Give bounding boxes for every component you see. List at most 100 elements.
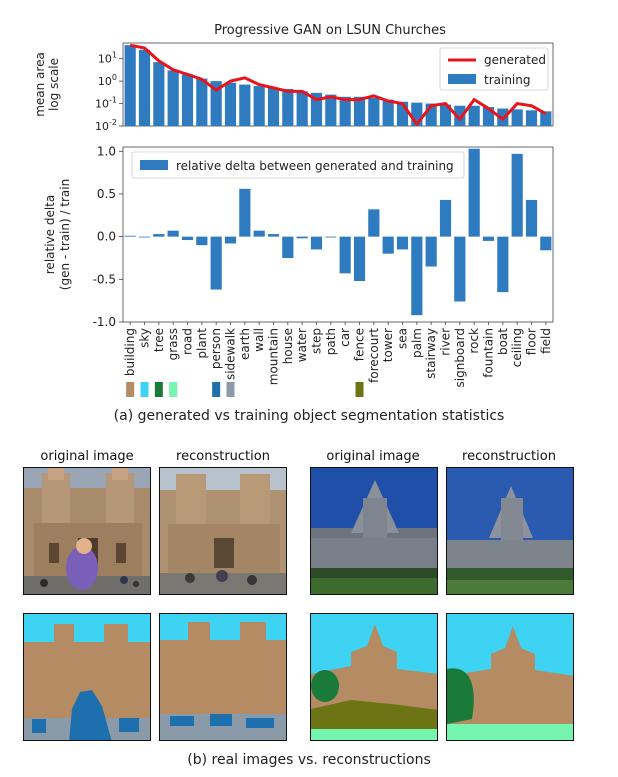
photo-church-reconstruction: [446, 467, 574, 595]
chart2-ylabel-line-1: (gen - train) / train: [58, 179, 72, 290]
chart2-xtick-label-road: road: [181, 328, 195, 355]
chart2-frame: [122, 146, 554, 323]
chart1-legend-training-swatch: [448, 74, 476, 84]
chart1-bar-path: [325, 94, 337, 126]
chart2-bar-fence: [353, 236, 366, 282]
chart2-xtick-label-stairway: stairway: [424, 328, 438, 379]
chart2-ytick-label-1: 0.5: [97, 187, 116, 201]
swatch-building: [126, 382, 135, 397]
chart1-bar-field: [540, 111, 552, 126]
chart1-ytick-exp-2: -1: [109, 96, 117, 105]
chart2-xtick-label-sidewalk: sidewalk: [224, 328, 238, 380]
chart2-bar-fountain: [482, 236, 495, 241]
chart1-ytick-base-1: 10: [98, 75, 112, 88]
chart1-ytick-label-0: 101: [98, 51, 117, 66]
chart1-bar-wall: [253, 86, 265, 126]
chart2-bar-field: [540, 236, 552, 251]
swatch-grass: [169, 382, 178, 397]
chart2-bar-mountain: [267, 234, 280, 237]
chart1-bar-tower: [382, 99, 394, 126]
chart1-bar-road: [181, 74, 194, 126]
swatch-fence: [355, 382, 364, 397]
segmentation-cathedral-original: [23, 613, 151, 741]
chart1-bar-building: [124, 45, 136, 126]
chart2-bar-forecourt: [368, 209, 380, 237]
chart1-ytick-label-3: 10-2: [95, 118, 117, 133]
chart2-bar-ceiling: [511, 153, 523, 237]
chart2-legend-box: [131, 151, 465, 179]
chart2-bar-wall: [253, 230, 265, 237]
chart1-bar-rock: [468, 105, 480, 126]
chart2-bar-tower: [382, 236, 394, 254]
chart2-xtick-label-rock: rock: [467, 328, 481, 354]
label-original-2: original image: [326, 449, 420, 464]
chart2-xtick-label-ceiling: ceiling: [510, 328, 524, 367]
chart2-legend-label: relative delta between generated and tra…: [176, 159, 454, 173]
chart1-ytick-label-1: 100: [98, 73, 117, 88]
chart1-ytick-base-3: 10: [95, 120, 109, 133]
chart1-bar-car: [339, 96, 351, 126]
chart1-bar-water: [296, 91, 308, 126]
chart1-bar-grass: [167, 70, 179, 126]
chart1-bar-plant: [196, 78, 208, 126]
chart2-xtick-label-person: person: [209, 328, 223, 369]
chart2-xtick-label-field: field: [539, 328, 553, 354]
chart2-bar-tree: [153, 234, 165, 237]
chart1-bar-sky: [138, 49, 151, 126]
chart2-bar-sidewalk: [224, 236, 237, 244]
chart2-xtick-label-boat: boat: [496, 328, 510, 355]
chart2-xtick-label-tower: tower: [381, 328, 395, 362]
chart1-ylabel-line-0: mean area: [33, 52, 47, 117]
chart1-bar-tree: [153, 62, 165, 126]
chart2-xtick-label-grass: grass: [166, 328, 180, 360]
chart1-bar-stairway: [425, 103, 437, 126]
swatch-sidewalk: [226, 382, 235, 397]
chart-title: Progressive GAN on LSUN Churches: [214, 23, 446, 38]
chart1-bar-floor: [525, 110, 538, 126]
chart2-xtick-label-sea: sea: [396, 328, 410, 349]
chart2-bar-path: [325, 236, 337, 238]
chart2-xtick-label-plant: plant: [195, 328, 209, 359]
photo-cathedral-original: [23, 467, 151, 595]
chart1-frame: [122, 42, 554, 127]
chart2-bar-sky: [138, 236, 151, 238]
swatch-person: [212, 382, 221, 397]
chart2-bar-house: [282, 236, 294, 258]
chart2-ytick-label-4: -1.0: [93, 315, 116, 329]
segmentation-church-reconstruction: [446, 613, 574, 741]
chart2-ytick-label-3: -0.5: [93, 272, 116, 286]
chart1-bar-river: [439, 104, 452, 126]
chart1-ytick-base-2: 10: [95, 98, 109, 111]
swatch-tree: [154, 382, 163, 397]
chart2-bar-earth: [239, 188, 251, 237]
chart1-legend-training-label: training: [484, 73, 531, 87]
label-reconstruction-2: reconstruction: [462, 449, 556, 464]
chart2-ytick-label-2: 0.0: [97, 230, 116, 244]
chart2-bar-rock: [468, 148, 480, 237]
chart2-bar-water: [296, 236, 308, 239]
chart2-bar-stairway: [425, 236, 437, 267]
photo-church-original: [310, 467, 438, 595]
chart2-bar-plant: [196, 236, 208, 246]
chart2-xtick-label-building: building: [123, 328, 137, 376]
chart1-bar-sea: [396, 101, 409, 126]
chart2-bar-car: [339, 236, 351, 274]
segmentation-cathedral-reconstruction: [159, 613, 287, 741]
chart2-xtick-label-earth: earth: [238, 328, 252, 360]
caption-a: (a) generated vs training object segment…: [113, 408, 505, 424]
chart2-legend-swatch: [140, 160, 168, 170]
chart2-bar-person: [210, 236, 222, 290]
chart2-bar-boat: [497, 236, 509, 293]
chart2-bar-grass: [167, 230, 179, 237]
chart2-ytick-label-0: 1.0: [97, 144, 116, 158]
chart2-xtick-label-signboard: signboard: [453, 328, 467, 387]
chart2-xtick-label-floor: floor: [525, 328, 539, 355]
chart2-xtick-label-palm: palm: [410, 328, 424, 358]
chart1-bar-fence: [353, 96, 366, 126]
chart1-generated-line: [129, 43, 547, 126]
chart1-ylabel-line-1: log scale: [47, 58, 61, 111]
label-reconstruction-1: reconstruction: [176, 449, 270, 464]
chart1-bar-step: [310, 92, 323, 126]
photo-cathedral-reconstruction: [159, 467, 287, 595]
chart1-bar-mountain: [267, 87, 280, 126]
